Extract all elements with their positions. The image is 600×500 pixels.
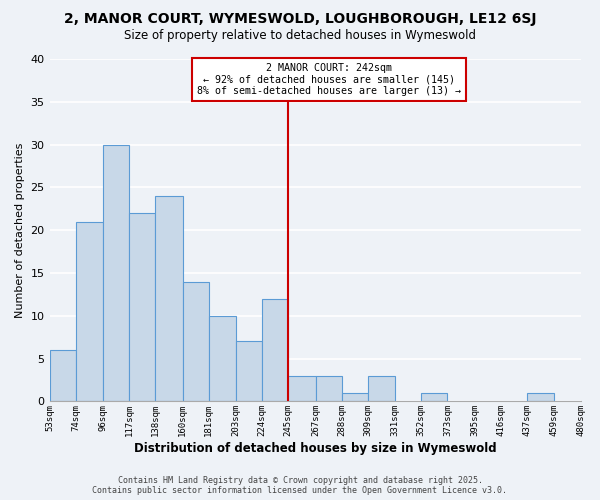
Bar [209, 316, 236, 402]
Bar [262, 298, 288, 402]
Text: Size of property relative to detached houses in Wymeswold: Size of property relative to detached ho… [124, 29, 476, 42]
Bar [103, 144, 129, 402]
Bar [288, 376, 316, 402]
Text: Contains HM Land Registry data © Crown copyright and database right 2025.
Contai: Contains HM Land Registry data © Crown c… [92, 476, 508, 495]
Bar [236, 342, 262, 402]
Bar [421, 393, 448, 402]
Bar [527, 393, 554, 402]
Bar [316, 376, 342, 402]
Bar [129, 213, 155, 402]
X-axis label: Distribution of detached houses by size in Wymeswold: Distribution of detached houses by size … [134, 442, 496, 455]
Text: 2 MANOR COURT: 242sqm
← 92% of detached houses are smaller (145)
8% of semi-deta: 2 MANOR COURT: 242sqm ← 92% of detached … [197, 64, 461, 96]
Bar [50, 350, 76, 402]
Text: 2, MANOR COURT, WYMESWOLD, LOUGHBOROUGH, LE12 6SJ: 2, MANOR COURT, WYMESWOLD, LOUGHBOROUGH,… [64, 12, 536, 26]
Bar [76, 222, 103, 402]
Bar [342, 393, 368, 402]
Y-axis label: Number of detached properties: Number of detached properties [15, 142, 25, 318]
Bar [182, 282, 209, 402]
Bar [155, 196, 182, 402]
Bar [368, 376, 395, 402]
